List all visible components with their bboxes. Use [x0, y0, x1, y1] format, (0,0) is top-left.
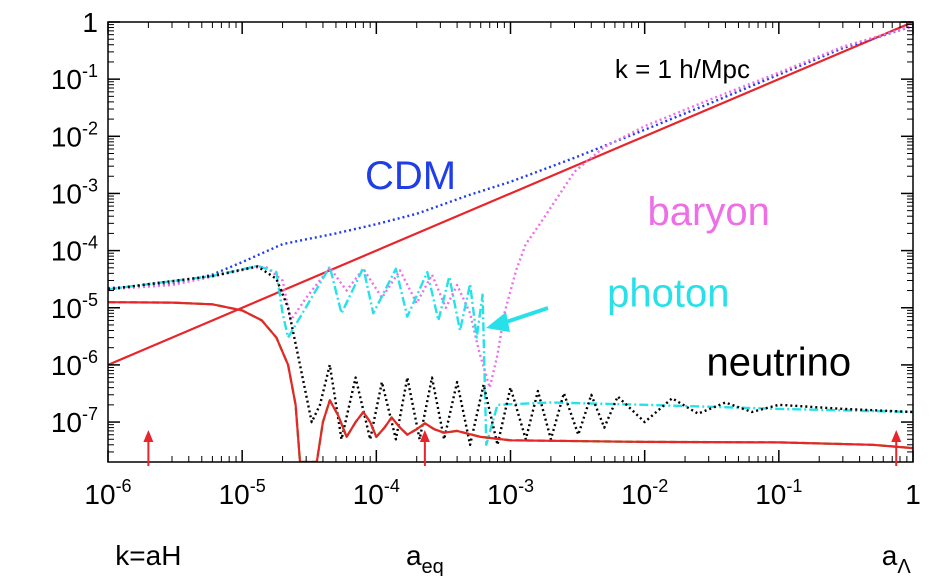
x-tick-label: 10-2	[621, 476, 668, 510]
neutrino-label: neutrino	[707, 341, 852, 385]
series-line-1	[108, 22, 913, 366]
epoch-markers: k=aH aeq aΛ	[115, 430, 911, 576]
y-tick-label: 10-4	[51, 233, 98, 267]
x-tick-label: 1	[905, 479, 921, 510]
x-tick-label: 10-5	[219, 476, 266, 510]
series-line-7	[108, 301, 913, 462]
series-line-5	[108, 265, 913, 446]
y-tick-label: 10-6	[51, 347, 98, 381]
axis-ticks: 10-6 10-5 10-4 10-3 10-2 10-1 1 1 10-1 10-2 10-3 10…	[51, 7, 921, 510]
plot-frame	[107, 21, 914, 463]
a-eq-label: aeq	[406, 540, 444, 576]
series-line-3	[108, 24, 913, 389]
x-tick-label: 10-6	[84, 476, 131, 510]
baryon-label: baryon	[648, 190, 770, 234]
a-eq-arrow-head	[419, 430, 430, 442]
a-lambda-arrow-head	[891, 430, 902, 442]
y-tick-label: 1	[82, 7, 98, 38]
y-tick-label: 10-7	[51, 404, 98, 438]
photon-pointer-arrow	[486, 306, 549, 332]
series-line-2	[108, 24, 913, 290]
k-aH-label: k=aH	[115, 540, 181, 571]
y-tick-label: 10-2	[51, 118, 98, 152]
x-tick-label: 10-4	[353, 476, 400, 510]
cdm-label: CDM	[365, 154, 456, 198]
annotations-layer: k = 1 h/Mpc CDM baryon photon neutrino	[365, 54, 851, 385]
k-aH-arrow-head	[143, 430, 154, 442]
k-value-label: k = 1 h/Mpc	[615, 54, 750, 84]
y-tick-label: 10-5	[51, 290, 98, 324]
x-tick-label: 10-3	[487, 476, 534, 510]
a-lambda-label: aΛ	[882, 540, 912, 576]
chart-series-layer	[108, 22, 913, 462]
photon-label: photon	[607, 272, 729, 316]
x-tick-label: 10-1	[755, 476, 802, 510]
y-tick-label: 10-1	[51, 61, 98, 95]
y-tick-label: 10-3	[51, 175, 98, 209]
series-line-4	[108, 264, 913, 446]
